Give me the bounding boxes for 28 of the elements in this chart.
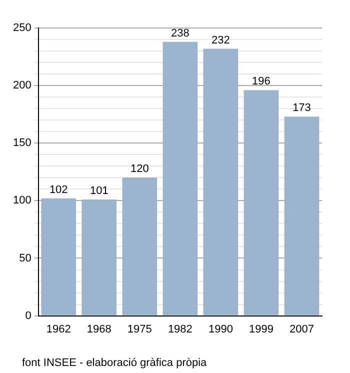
data-label: 120 <box>130 163 149 176</box>
x-tick-label: 1968 <box>86 323 112 336</box>
bar <box>122 178 158 316</box>
y-tick-label: 200 <box>12 80 32 92</box>
x-tick-label: 1990 <box>208 323 233 336</box>
data-label: 196 <box>252 76 270 88</box>
bar <box>162 42 198 316</box>
bar <box>284 116 320 316</box>
x-tick-label: 1982 <box>168 323 192 336</box>
x-tick-label: 1962 <box>46 323 71 336</box>
data-label: 238 <box>170 27 190 40</box>
y-tick-label: 250 <box>12 22 32 34</box>
x-tick-label: 1999 <box>248 323 274 336</box>
bar <box>41 198 76 316</box>
y-tick-label: 0 <box>25 310 32 322</box>
bar <box>82 200 117 316</box>
text: font INSEE - elaboració gràfica pròpia <box>22 357 208 369</box>
data-label: 232 <box>212 34 230 46</box>
x-tick-label: 2007 <box>289 323 314 336</box>
x-tick-label: 1975 <box>127 323 152 336</box>
data-label: 173 <box>292 102 311 114</box>
data-label: 101 <box>90 185 108 198</box>
data-label: 102 <box>49 184 68 196</box>
bar <box>203 48 238 316</box>
y-tick-label: 100 <box>12 194 32 207</box>
y-tick-label: 50 <box>19 252 32 264</box>
bar <box>244 90 279 316</box>
y-tick-label: 150 <box>12 137 32 150</box>
